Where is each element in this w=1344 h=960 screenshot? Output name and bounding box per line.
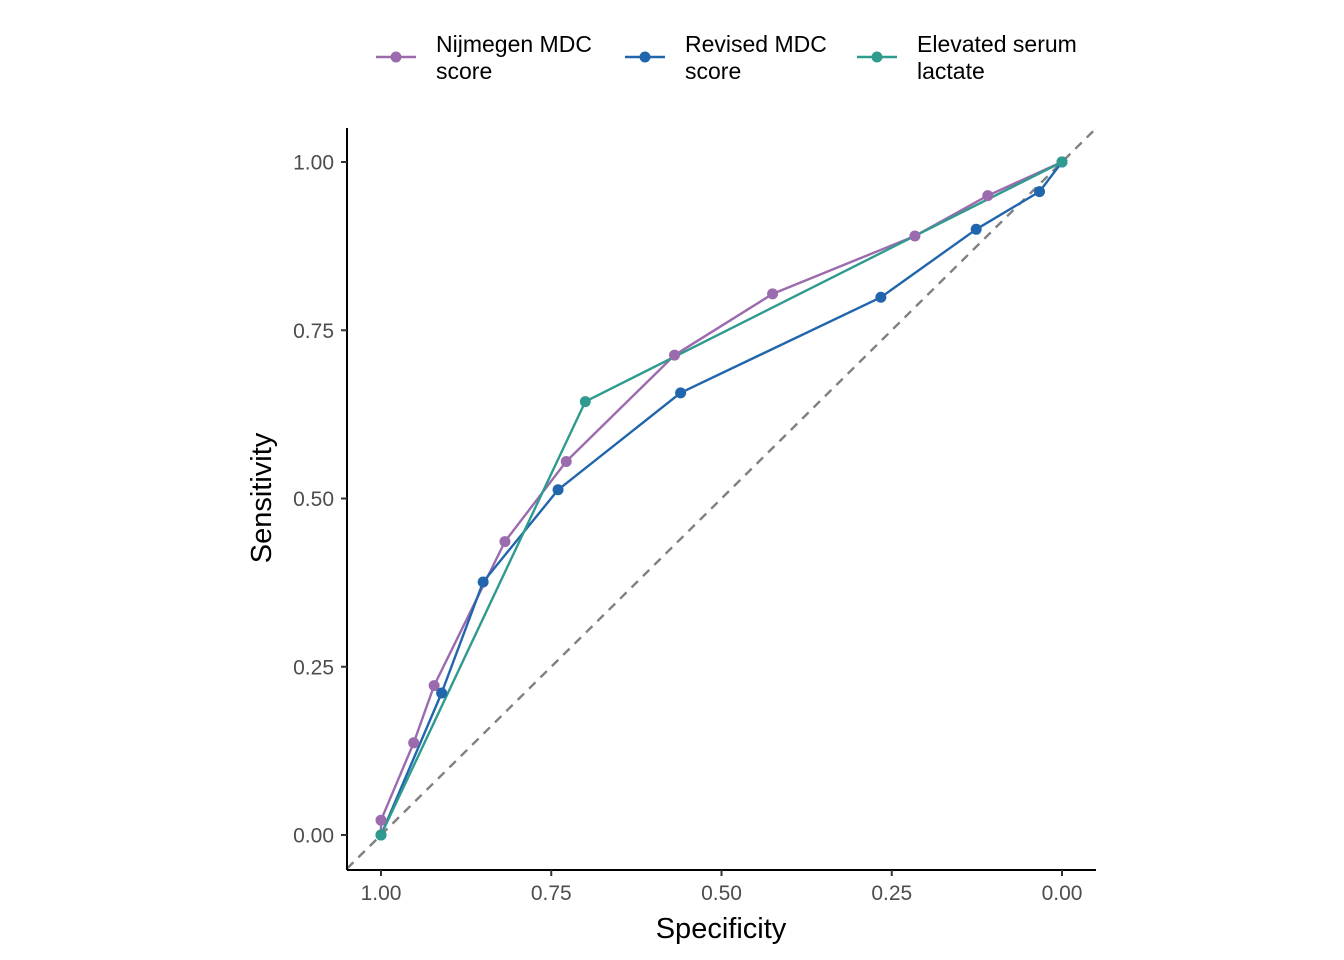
x-tick-label: 1.00 xyxy=(361,882,402,905)
legend-label-revised-line2: score xyxy=(685,58,741,84)
data-point-nijmegen-1 xyxy=(375,814,387,826)
data-point-lactate-2 xyxy=(1056,156,1068,168)
data-point-revised-1 xyxy=(436,687,448,699)
plot-panel xyxy=(346,127,1097,870)
legend-item-revised: Revised MDC score xyxy=(625,31,827,84)
data-point-revised-7 xyxy=(1034,186,1046,198)
data-point-nijmegen-8 xyxy=(909,230,921,242)
data-point-revised-4 xyxy=(675,387,687,399)
legend: Nijmegen MDC score Revised MDC score Ele… xyxy=(376,31,1077,84)
y-tick-label: 0.25 xyxy=(293,656,334,679)
reference-diagonal xyxy=(346,127,1097,870)
x-tick-label: 0.25 xyxy=(871,882,912,905)
data-point-nijmegen-3 xyxy=(428,680,440,692)
data-point-revised-6 xyxy=(970,223,982,235)
legend-key-point-nijmegen xyxy=(390,51,402,63)
y-tick-label: 0.00 xyxy=(293,825,334,848)
data-point-revised-2 xyxy=(477,576,489,588)
legend-label-nijmegen-line2: score xyxy=(436,58,492,84)
legend-item-lactate: Elevated serum lactate xyxy=(857,31,1077,84)
legend-key-point-lactate xyxy=(871,51,883,63)
x-tick-label: 0.50 xyxy=(701,882,742,905)
data-point-nijmegen-4 xyxy=(499,536,511,548)
legend-label-revised-line1: Revised MDC xyxy=(685,31,827,57)
series-layer xyxy=(375,156,1068,841)
data-point-revised-5 xyxy=(875,291,887,303)
y-axis-title: Sensitivity xyxy=(246,432,278,563)
data-point-nijmegen-6 xyxy=(669,349,681,361)
data-point-nijmegen-7 xyxy=(767,288,779,300)
data-point-lactate-1 xyxy=(579,396,591,408)
data-point-nijmegen-5 xyxy=(560,455,572,467)
legend-label-lactate-line1: Elevated serum xyxy=(917,31,1077,57)
x-tick-label: 0.00 xyxy=(1042,882,1083,905)
x-axis-ticks: 1.00 0.75 0.50 0.25 0.00 xyxy=(361,870,1083,905)
y-tick-label: 1.00 xyxy=(293,152,334,175)
x-axis-title: Specificity xyxy=(656,913,787,945)
legend-label-nijmegen-line1: Nijmegen MDC xyxy=(436,31,592,57)
data-point-nijmegen-9 xyxy=(982,190,994,202)
data-point-nijmegen-2 xyxy=(408,737,420,749)
data-point-lactate-0 xyxy=(375,829,387,841)
y-axis-ticks: 0.00 0.25 0.50 0.75 1.00 xyxy=(293,152,347,848)
y-tick-label: 0.75 xyxy=(293,320,334,343)
legend-item-nijmegen: Nijmegen MDC score xyxy=(376,31,592,84)
data-point-revised-3 xyxy=(552,484,564,496)
legend-label-lactate-line2: lactate xyxy=(917,58,985,84)
y-tick-label: 0.50 xyxy=(293,488,334,511)
legend-key-point-revised xyxy=(639,51,651,63)
x-tick-label: 0.75 xyxy=(531,882,572,905)
